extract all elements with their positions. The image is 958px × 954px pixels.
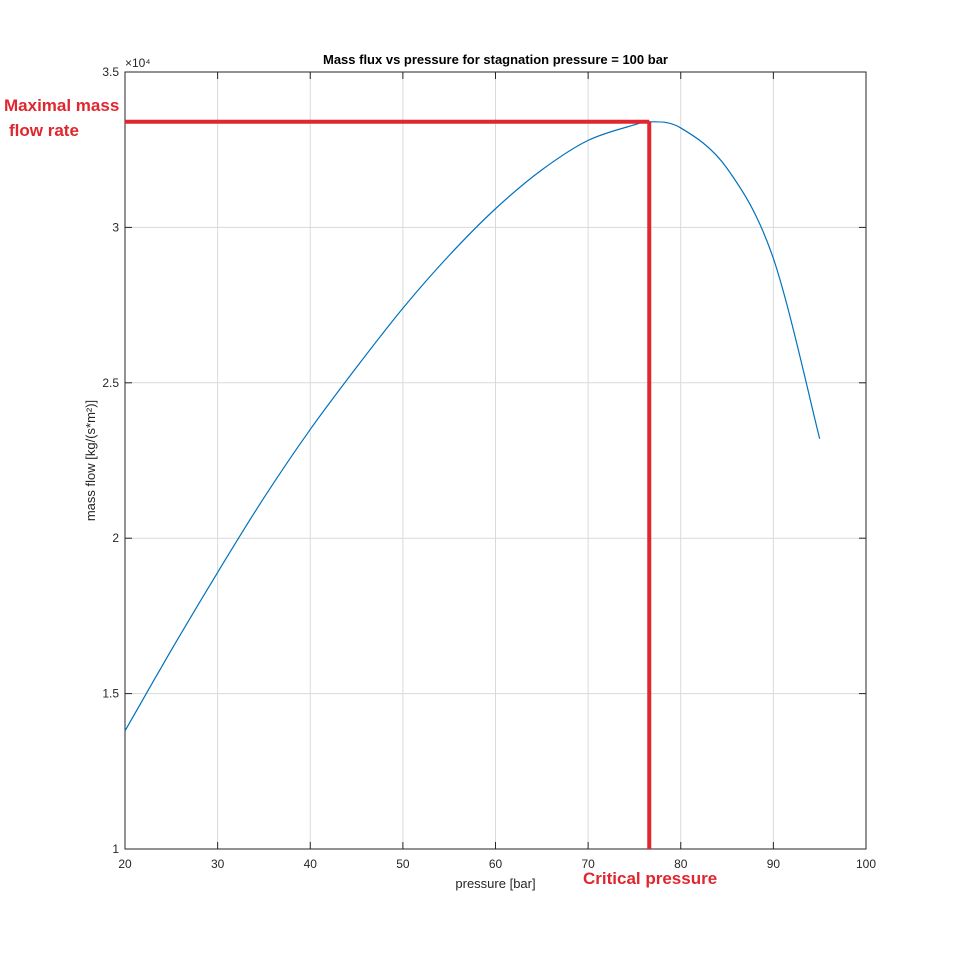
series-group [124, 120, 821, 732]
x-tick-label: 60 [489, 857, 503, 871]
x-tick-label: 100 [856, 857, 876, 871]
y-exponent-label: ×10⁴ [125, 56, 151, 70]
y-tick-label: 3 [112, 220, 119, 234]
y-tick-label: 3.5 [102, 65, 119, 79]
max-flow-label-line1: Maximal mass [4, 96, 119, 115]
x-axis-label: pressure [bar] [455, 876, 535, 891]
critical-pressure-label: Critical pressure [583, 869, 717, 888]
annotations: Maximal mass flow rate Critical pressure [4, 96, 717, 888]
chart-title: Mass flux vs pressure for stagnation pre… [323, 52, 668, 67]
series-line [124, 120, 821, 732]
y-tick-labels: 1 1.5 2 2.5 3 3.5 [102, 65, 119, 856]
grid-lines [125, 72, 866, 849]
y-tick-label: 1.5 [102, 687, 119, 701]
y-axis-label: mass flow [kg/(s*m²)] [83, 400, 98, 521]
y-tick-label: 2.5 [102, 376, 119, 390]
x-tick-label: 80 [674, 857, 688, 871]
x-tick-label: 40 [304, 857, 318, 871]
max-flow-label-line2: flow rate [9, 121, 79, 140]
y-tick-label: 1 [112, 842, 119, 856]
x-tick-label: 90 [767, 857, 781, 871]
plot-frame [124, 71, 867, 850]
x-tick-label: 70 [581, 857, 595, 871]
x-tick-label: 30 [211, 857, 225, 871]
x-tick-labels: 20 30 40 50 60 70 80 90 100 [118, 857, 876, 871]
x-tick-label: 50 [396, 857, 410, 871]
x-tick-label: 20 [118, 857, 132, 871]
y-tick-label: 2 [112, 531, 119, 545]
